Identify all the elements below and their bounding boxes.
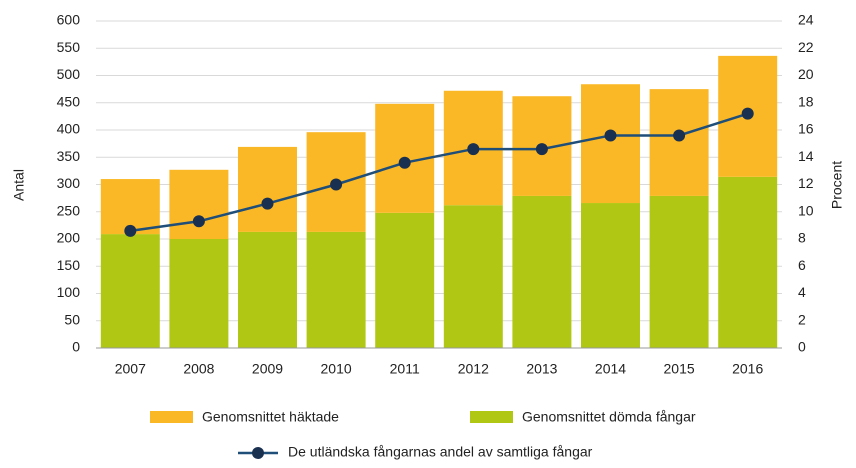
- y2-tick-label: 12: [798, 175, 814, 191]
- x-tick-label: 2011: [390, 361, 420, 377]
- bar: [306, 231, 366, 348]
- bar: [238, 146, 297, 232]
- y2-tick-label: 24: [798, 12, 814, 28]
- y2-tick-label: 14: [798, 148, 814, 164]
- y-tick-label: 0: [72, 339, 80, 355]
- line-marker: [124, 224, 137, 237]
- y-tick-label: 200: [57, 230, 81, 246]
- bar: [581, 84, 640, 204]
- y-tick-label: 100: [57, 284, 81, 300]
- bar: [238, 231, 297, 348]
- y2-tick-label: 4: [798, 284, 806, 300]
- bar: [649, 195, 709, 348]
- bar: [169, 239, 229, 348]
- bar: [718, 176, 778, 348]
- y-tick-label: 150: [57, 257, 81, 273]
- line-marker: [467, 143, 480, 156]
- line-marker: [741, 107, 754, 120]
- x-tick-label: 2010: [321, 361, 352, 377]
- line: [130, 112, 749, 233]
- bar: [443, 205, 503, 348]
- bar: [169, 169, 229, 239]
- y2-tick-label: 16: [798, 121, 814, 137]
- bar: [100, 234, 160, 348]
- y2-tick-label: 22: [798, 39, 814, 55]
- y2-axis-label: Procent: [829, 161, 845, 209]
- line-marker: [535, 143, 548, 156]
- bar: [649, 89, 709, 196]
- legend-label: Genomsnittet häktade: [202, 409, 339, 425]
- legend-swatch: [150, 411, 193, 423]
- y-tick-label: 300: [57, 175, 81, 191]
- x-tick-label: 2008: [183, 361, 214, 377]
- y2-tick-label: 0: [798, 339, 806, 355]
- x-tick-label: 2009: [252, 361, 283, 377]
- legend-label: De utländska fångarnas andel av samtliga…: [288, 444, 593, 460]
- bar: [581, 203, 640, 348]
- line-marker: [673, 129, 686, 142]
- y2-tick-label: 8: [798, 230, 806, 246]
- y2-tick-label: 6: [798, 257, 806, 273]
- x-tick-label: 2014: [595, 361, 626, 377]
- x-tick-label: 2016: [732, 361, 763, 377]
- line-marker: [192, 215, 205, 228]
- y-tick-label: 500: [57, 66, 81, 82]
- line-marker: [398, 156, 411, 169]
- line-marker: [604, 129, 617, 142]
- x-tick-label: 2013: [526, 361, 557, 377]
- x-tick-label: 2015: [664, 361, 695, 377]
- y2-tick-label: 10: [798, 202, 814, 218]
- x-tick-label: 2012: [458, 361, 489, 377]
- x-tick-label: 2007: [115, 361, 146, 377]
- legend-marker: [252, 447, 264, 459]
- line-marker: [261, 197, 274, 210]
- y2-tick-label: 2: [798, 311, 806, 327]
- y-tick-label: 600: [57, 12, 81, 28]
- y-tick-label: 450: [57, 93, 81, 109]
- legend-label: Genomsnittet dömda fångar: [522, 409, 696, 425]
- y-tick-label: 250: [57, 202, 81, 218]
- bar: [512, 195, 572, 348]
- y2-tick-label: 20: [798, 66, 814, 82]
- bar: [375, 212, 435, 348]
- y2-tick-label: 18: [798, 93, 814, 109]
- y-tick-label: 50: [64, 311, 80, 327]
- y-tick-label: 350: [57, 148, 81, 164]
- y-axis-label: Antal: [11, 169, 27, 201]
- y-tick-label: 400: [57, 121, 81, 137]
- legend-swatch: [470, 411, 513, 423]
- line-marker: [330, 178, 343, 191]
- y-tick-label: 550: [57, 39, 81, 55]
